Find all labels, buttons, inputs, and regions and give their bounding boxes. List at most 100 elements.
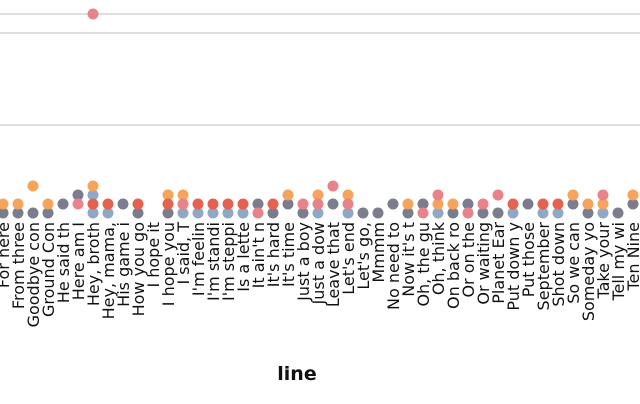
- dot: [87, 180, 99, 192]
- dot: [357, 207, 369, 219]
- dot: [72, 198, 84, 210]
- dot: [297, 198, 309, 210]
- dot: [192, 198, 204, 210]
- x-tick-label: Leave that: [324, 222, 343, 307]
- dot: [87, 207, 99, 219]
- x-tick-label: It's time: [279, 222, 298, 287]
- x-tick-label: Hey, broth: [84, 222, 103, 306]
- dot: [342, 189, 354, 201]
- dot: [12, 198, 24, 210]
- dot: [297, 207, 309, 219]
- dot: [192, 207, 204, 219]
- dot: [132, 207, 144, 219]
- x-tick-label: It's hard: [264, 222, 283, 287]
- x-tick-label: Let's go,: [354, 222, 373, 290]
- dot: [42, 198, 54, 210]
- dot: [477, 207, 489, 219]
- dot: [87, 198, 99, 210]
- dot: [627, 198, 639, 210]
- dot: [57, 198, 69, 210]
- x-tick-label: Oh, think: [429, 221, 448, 295]
- dot: [27, 207, 39, 219]
- x-tick-label: Shot down: [549, 222, 568, 307]
- x-tick-label: Ground Con: [39, 222, 58, 317]
- dot: [267, 207, 279, 219]
- dot: [162, 189, 174, 201]
- dot: [132, 198, 144, 210]
- dot: [552, 207, 564, 219]
- x-tick-label: Ten Nine: [624, 222, 640, 292]
- dot: [597, 198, 609, 210]
- x-tick-label: Someday yo: [579, 222, 598, 321]
- x-tick-label: Planet Ear: [489, 222, 508, 304]
- dot: [477, 198, 489, 210]
- dot: [582, 207, 594, 219]
- x-tick-label: Just a boy: [294, 222, 313, 302]
- dot: [162, 198, 174, 210]
- dot: [522, 198, 534, 210]
- x-tick-label: Oh, the gu: [414, 222, 433, 307]
- dot: [567, 189, 579, 201]
- dot: [507, 207, 519, 219]
- dot: [492, 189, 504, 201]
- dot: [12, 207, 24, 219]
- dot: [597, 207, 609, 219]
- dot: [627, 189, 639, 201]
- x-tick-label: Or waiting: [474, 222, 493, 305]
- x-tick-label: So we can: [564, 222, 583, 304]
- dot: [177, 207, 189, 219]
- x-tick-label: Tell my wi: [609, 222, 628, 302]
- dot: [342, 198, 354, 210]
- x-tick-label: For here: [0, 222, 13, 288]
- dot: [432, 207, 444, 219]
- x-tick-label: Hey, mama,: [99, 222, 118, 319]
- dot: [222, 207, 234, 219]
- dot: [87, 8, 99, 20]
- dot: [87, 189, 99, 201]
- dot: [507, 198, 519, 210]
- dot: [42, 207, 54, 219]
- dot: [102, 207, 114, 219]
- x-tick-label: How you go: [129, 222, 148, 316]
- dot: [207, 207, 219, 219]
- x-tick-label: From three: [9, 222, 28, 309]
- dot: [327, 180, 339, 192]
- dot: [492, 207, 504, 219]
- dot: [402, 198, 414, 210]
- dot: [582, 198, 594, 210]
- dot: [252, 207, 264, 219]
- x-tick-label: Here am I: [69, 222, 88, 300]
- x-tick-label: I'm steppi: [219, 222, 238, 301]
- dot: [117, 198, 129, 210]
- dot: [312, 189, 324, 201]
- x-tick-label: September: [534, 222, 553, 311]
- dot: [177, 198, 189, 210]
- dot: [267, 198, 279, 210]
- dot: [612, 207, 624, 219]
- dot: [447, 207, 459, 219]
- dot: [387, 198, 399, 210]
- dot: [0, 207, 9, 219]
- x-tick-label: It ain't n: [249, 222, 268, 288]
- dot: [237, 207, 249, 219]
- dot: [327, 198, 339, 210]
- dot: [462, 207, 474, 219]
- dot: [222, 198, 234, 210]
- dot: [432, 189, 444, 201]
- x-tick-label: Put those: [519, 222, 538, 297]
- dot: [372, 207, 384, 219]
- x-tick-label: Just a dow: [309, 222, 328, 305]
- dot: [252, 198, 264, 210]
- x-tick-label: Let's end: [339, 222, 358, 295]
- x-tick-label: I hope you: [159, 222, 178, 306]
- x-tick-label: Take your: [594, 222, 613, 300]
- x-tick-label: I said, T: [174, 222, 193, 285]
- x-axis-title: line: [277, 363, 316, 385]
- dot: [237, 198, 249, 210]
- dot: [0, 198, 9, 210]
- dot: [207, 198, 219, 210]
- dot: [537, 207, 549, 219]
- x-tick-label: I'm feelin: [189, 222, 208, 296]
- dot: [312, 198, 324, 210]
